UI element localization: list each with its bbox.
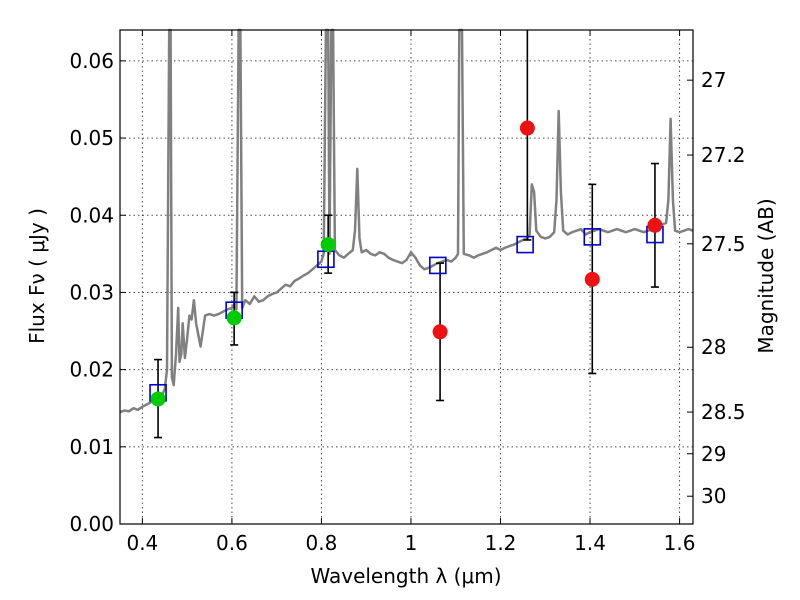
grid xyxy=(120,30,693,524)
right-tick-label: 28 xyxy=(701,335,726,359)
model-square xyxy=(429,256,447,275)
x-tick-label: 0.8 xyxy=(306,531,338,555)
model-square xyxy=(583,228,602,246)
model-square xyxy=(516,235,534,254)
observed-photometry-series xyxy=(150,120,663,407)
x-tick-label: 1.2 xyxy=(485,531,517,555)
detection-point xyxy=(150,391,166,407)
detection-point xyxy=(226,310,242,326)
right-tick-label: 29 xyxy=(701,442,726,466)
right-tick-label: 30 xyxy=(701,484,726,508)
y-tick-label: 0.00 xyxy=(69,512,114,536)
x-axis-label: Wavelength λ (μm) xyxy=(310,564,501,588)
error-bars xyxy=(154,30,659,439)
nondetection-point xyxy=(584,271,600,287)
nondetection-point xyxy=(519,120,535,136)
y-tick-label: 0.01 xyxy=(69,435,114,459)
y-tick-label: 0.04 xyxy=(69,203,114,227)
y-tick-label: 0.02 xyxy=(69,358,114,382)
model-photometry-series xyxy=(149,225,664,402)
y-tick-label: 0.06 xyxy=(69,49,114,73)
plot-frame xyxy=(119,29,694,525)
right-tick-label: 27 xyxy=(701,68,726,92)
nondetection-point xyxy=(647,217,663,233)
detection-point xyxy=(320,237,336,253)
x-tick-label: 0.6 xyxy=(216,531,248,555)
spectrum-series xyxy=(119,28,694,414)
y-tick-label: 0.05 xyxy=(69,126,114,150)
x-tick-label: 1 xyxy=(405,531,418,555)
right-axis-label: Magnitude (AB) xyxy=(754,198,778,353)
y-axis-label: Flux Fν ( μJy ) xyxy=(25,208,49,344)
x-tick-label: 1.6 xyxy=(664,531,696,555)
right-tick-label: 27.2 xyxy=(701,143,746,167)
y-tick-label: 0.03 xyxy=(69,280,114,304)
right-tick-label: 27.5 xyxy=(701,232,746,256)
axis-ticks: 0.4 0.6 0.8 1 1.2 1.4 1.6 0.00 0.01 0.02 0.03 0.04 0… xyxy=(69,30,746,555)
model-square xyxy=(317,250,335,269)
right-tick-label: 28.5 xyxy=(701,400,746,424)
spectrum-line xyxy=(119,28,694,414)
x-tick-label: 0.4 xyxy=(126,531,158,555)
nondetection-point xyxy=(432,324,448,340)
x-tick-label: 1.4 xyxy=(574,531,606,555)
